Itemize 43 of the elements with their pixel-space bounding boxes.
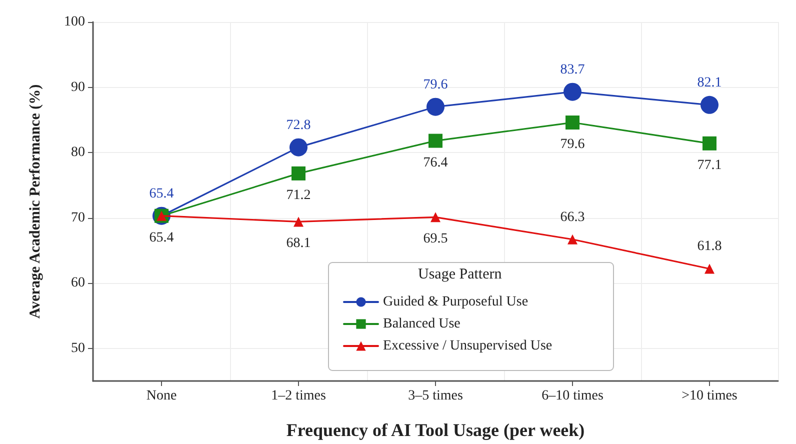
x-tick-label: 3–5 times — [408, 388, 463, 404]
point — [290, 138, 308, 156]
annotation: 77.1 — [697, 158, 722, 173]
annotation: 65.4 — [149, 186, 174, 202]
x-tick-label: None — [146, 388, 177, 404]
point — [702, 136, 716, 150]
annotation: 79.6 — [560, 137, 585, 152]
point — [566, 116, 580, 130]
legend-label: Balanced Use — [383, 316, 460, 332]
legend-title: Usage Pattern — [418, 266, 502, 282]
annotation: 82.1 — [697, 75, 722, 90]
annotation: 66.3 — [560, 210, 585, 225]
annotation: 61.8 — [697, 239, 722, 254]
annotation: 65.4 — [149, 230, 174, 246]
annotation: 71.2 — [286, 188, 311, 203]
point — [700, 96, 718, 114]
point — [426, 98, 444, 116]
x-axis-title: Frequency of AI Tool Usage (per week) — [286, 420, 585, 440]
annotation: 83.7 — [560, 62, 585, 78]
x-tick-label: >10 times — [682, 388, 738, 404]
y-tick-label: 90 — [71, 80, 85, 95]
y-tick-label: 50 — [71, 340, 85, 356]
y-tick-label: 80 — [71, 145, 85, 160]
point — [294, 216, 304, 227]
annotation: 72.8 — [286, 118, 311, 133]
y-tick-label: 70 — [71, 210, 85, 226]
point — [292, 166, 306, 180]
x-tick-label: 1–2 times — [271, 388, 326, 404]
y-axis-title: Average Academic Performance (%) — [28, 84, 44, 319]
annotation: 68.1 — [286, 236, 311, 252]
x-tick-label: 6–10 times — [542, 388, 604, 404]
point — [704, 264, 714, 274]
annotation: 79.6 — [423, 77, 448, 92]
y-tick-label: 60 — [71, 276, 85, 291]
point — [564, 82, 582, 101]
point — [430, 212, 440, 222]
point — [568, 234, 578, 244]
legend-label: Guided & Purposeful Use — [383, 294, 528, 310]
annotation: 69.5 — [423, 232, 448, 247]
legend-label: Excessive / Unsupervised Use — [383, 338, 552, 354]
point — [428, 134, 442, 148]
annotation: 76.4 — [423, 155, 448, 170]
y-tick-label: 100 — [64, 14, 85, 30]
